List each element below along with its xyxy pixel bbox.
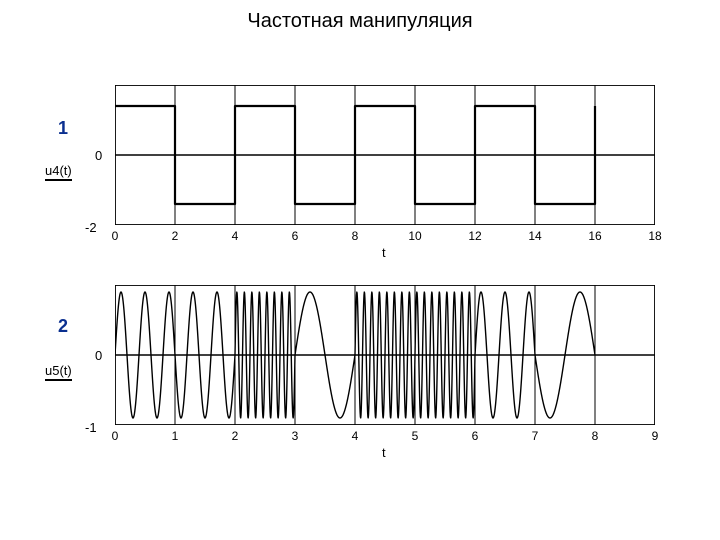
page-title: Частотная манипуляция (0, 10, 720, 33)
x-tick: 2 (232, 429, 239, 443)
x-tick: 0 (112, 229, 119, 243)
x-tick: 8 (592, 429, 599, 443)
panel1-xlabel: t (382, 245, 386, 260)
x-tick: 18 (648, 229, 661, 243)
panel1-yzero: 0 (95, 148, 102, 163)
panel1-ylabel: u4(t) (45, 163, 72, 181)
x-tick: 4 (232, 229, 239, 243)
x-tick: 6 (292, 229, 299, 243)
x-tick: 6 (472, 429, 479, 443)
panel1-ylabel-underline (45, 179, 72, 181)
x-tick: 0 (112, 429, 119, 443)
panel2-ylabel: u5(t) (45, 363, 72, 381)
panel1-chart (115, 85, 655, 225)
panel2-ylabel-text: u5(t) (45, 363, 72, 378)
panel1-ylabel-text: u4(t) (45, 163, 72, 178)
x-tick: 10 (408, 229, 421, 243)
x-tick: 5 (412, 429, 419, 443)
x-tick: 14 (528, 229, 541, 243)
panel2-number: 2 (58, 316, 68, 337)
x-tick: 8 (352, 229, 359, 243)
panel2-ylabel-underline (45, 379, 72, 381)
x-tick: 16 (588, 229, 601, 243)
panel1-ybottom: -2 (85, 220, 97, 235)
x-tick: 7 (532, 429, 539, 443)
x-tick: 2 (172, 229, 179, 243)
x-tick: 3 (292, 429, 299, 443)
x-tick: 9 (652, 429, 659, 443)
panel2-ybottom: -1 (85, 420, 97, 435)
panel2-xlabel: t (382, 445, 386, 460)
panel2-chart (115, 285, 655, 425)
x-tick: 12 (468, 229, 481, 243)
x-tick: 1 (172, 429, 179, 443)
panel1-number: 1 (58, 118, 68, 139)
x-tick: 4 (352, 429, 359, 443)
panel2-yzero: 0 (95, 348, 102, 363)
